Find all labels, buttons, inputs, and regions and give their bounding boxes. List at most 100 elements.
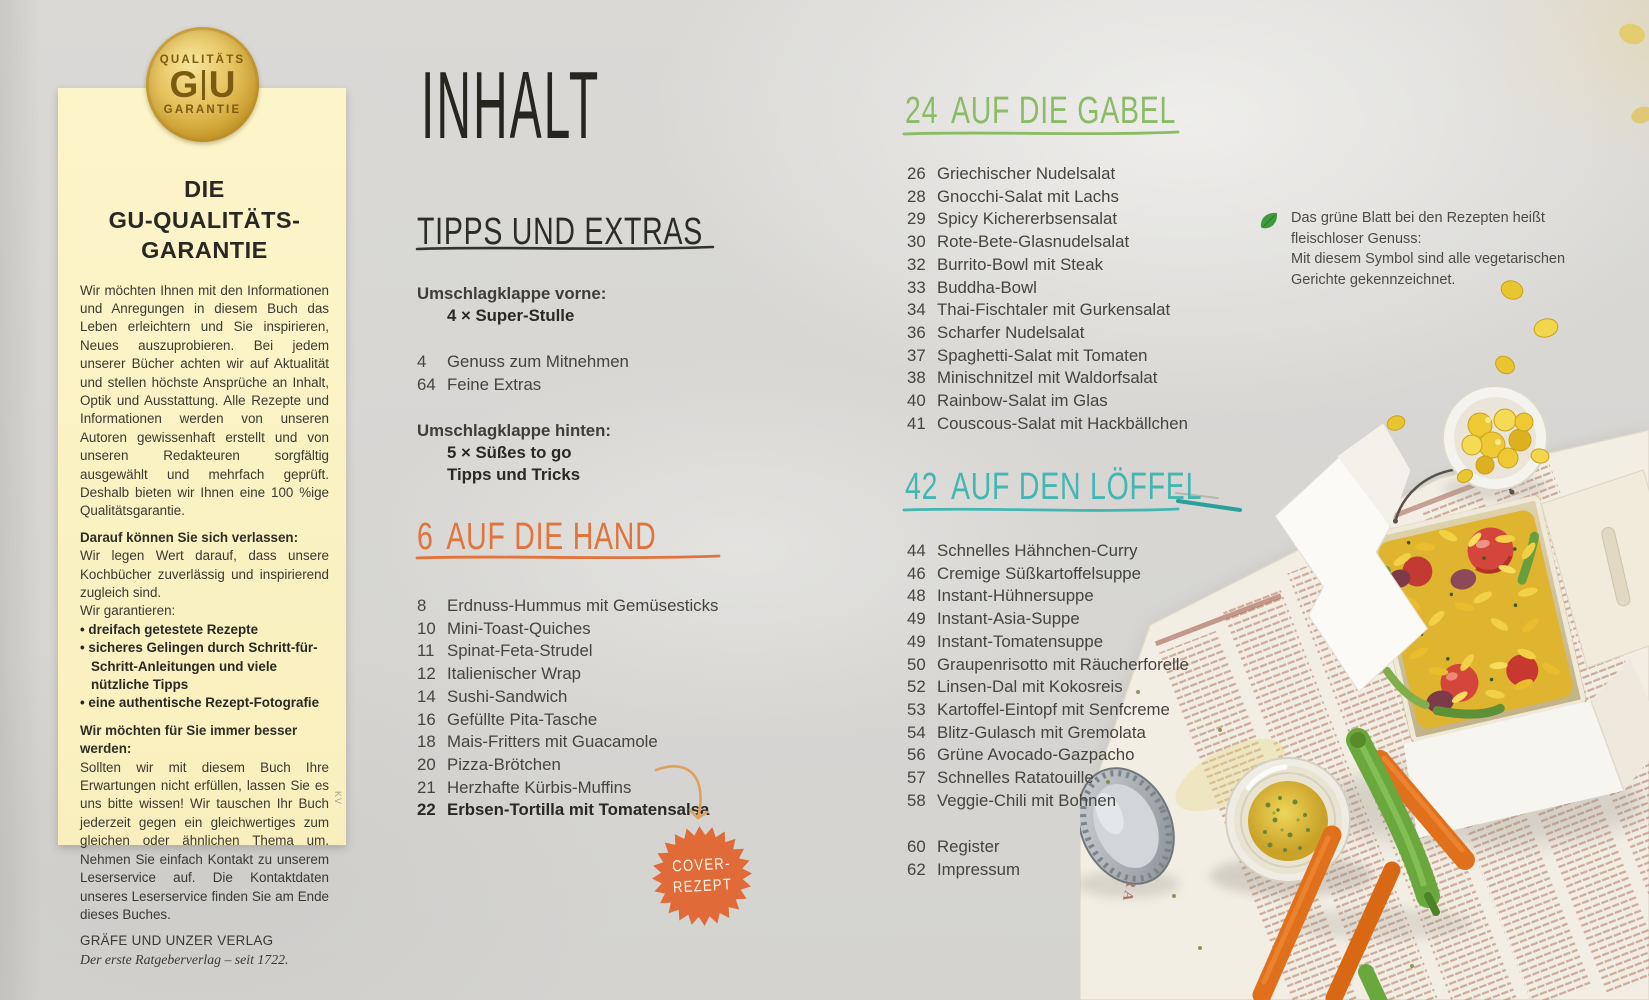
toc-entry-label: Erbsen-Tortilla mit Tomatensalsa bbox=[447, 800, 710, 820]
toc-entry-page: 49 bbox=[907, 631, 926, 651]
toc-entry-page: 29 bbox=[907, 209, 926, 229]
sugar-snap-pea bbox=[1346, 728, 1440, 1000]
toc-entry-page: 4 bbox=[417, 352, 427, 371]
toc-entry-label: Cremige Süßkartoffelsuppe bbox=[937, 563, 1141, 583]
cover-flap-front-group: Umschlagklappe vorne: 4 × Super-Stulle bbox=[417, 283, 727, 327]
toc-entry-page: 40 bbox=[907, 391, 926, 411]
toc-entry-page: 41 bbox=[907, 413, 926, 433]
toc-entry: 54 Blitz-Gulasch mit Gremolata bbox=[907, 722, 1207, 745]
toc-entry-label: Minischnitzel mit Waldorfsalat bbox=[937, 368, 1158, 388]
toc-entry: 10 Mini-Toast-Quiches bbox=[417, 618, 737, 641]
toc-entry-label: Gnocchi-Salat mit Lachs bbox=[937, 186, 1119, 206]
toc-entry-label: Feine Extras bbox=[447, 374, 542, 394]
better-body: Sollten wir mit diesem Buch Ihre Erwartu… bbox=[80, 759, 329, 922]
loeffel-underline bbox=[902, 507, 1180, 512]
toc-entry-page: 60 bbox=[907, 837, 926, 856]
toc-entry-page: 18 bbox=[417, 732, 436, 752]
guarantee-bullets: dreifach getestete Rezeptesicheres Gelin… bbox=[80, 621, 329, 713]
tips-entries: 4 Genuss zum Mitnehmen 64 Feine Extras bbox=[417, 351, 727, 396]
toc-entry-label: Schnelles Ratatouille bbox=[937, 768, 1094, 788]
toc-entry: 8 Erdnuss-Hummus mit Gemüsesticks bbox=[417, 595, 737, 618]
toc-entry: 60 Register bbox=[907, 836, 1207, 859]
toc-entry-label: Italienischer Wrap bbox=[447, 664, 581, 684]
toc-entry-page: 22 bbox=[417, 800, 436, 820]
toc-entry-page: 33 bbox=[907, 277, 926, 297]
toc-entry-label: Kartoffel-Eintopf mit Senfcreme bbox=[937, 699, 1170, 719]
toc-entry: 56 Grüne Avocado-Gazpacho bbox=[907, 744, 1207, 767]
section-heading-hand-label: AUF DIE HAND bbox=[446, 516, 657, 558]
section-heading-loeffel-label: AUF DEN LÖFFEL bbox=[950, 466, 1203, 508]
box-flap-right bbox=[1540, 469, 1649, 669]
page-title: INHALT bbox=[421, 52, 601, 159]
toc-entry-label: Graupenrisotto mit Räucherforelle bbox=[937, 654, 1189, 674]
gu-logo: G U bbox=[169, 63, 236, 105]
panel-title: DIE GU-QUALITÄTS- GARANTIE bbox=[80, 174, 329, 266]
cover-recipe-badge: COVER- REZEPT bbox=[647, 821, 756, 930]
cover-arrow-icon bbox=[654, 765, 709, 820]
cover-recipe-badge-text: COVER- REZEPT bbox=[657, 822, 748, 930]
hand-entries: 8 Erdnuss-Hummus mit Gemüsesticks 10 Min… bbox=[417, 595, 737, 822]
toc-entry-label: Schnelles Hähnchen-Curry bbox=[937, 541, 1138, 560]
toc-entry-label: Buddha-Bowl bbox=[937, 277, 1037, 297]
toc-entry: 53 Kartoffel-Eintopf mit Senfcreme bbox=[907, 699, 1207, 722]
toc-entry-page: 32 bbox=[907, 254, 926, 274]
toc-entry: 41 Couscous-Salat mit Hackbällchen bbox=[907, 413, 1207, 436]
tips-underline bbox=[415, 245, 715, 251]
toc-entry-page: 53 bbox=[907, 699, 926, 719]
toc-entry-label: Impressum bbox=[937, 859, 1020, 879]
section-heading-gabel-label: AUF DIE GABEL bbox=[950, 90, 1177, 132]
publisher-tagline: Der erste Ratgeberverlag – seit 1722. bbox=[80, 951, 289, 967]
loeffel-entries: 44 Schnelles Hähnchen-Curry 46 Cremige S… bbox=[907, 540, 1207, 812]
toc-entry-label: Spinat-Feta-Strudel bbox=[447, 641, 593, 661]
toc-entry-page: 46 bbox=[907, 563, 926, 583]
toc-entry-label: Thai-Fischtaler mit Gurkensalat bbox=[937, 300, 1171, 320]
box-front bbox=[1403, 700, 1624, 839]
toc-entry-label: Couscous-Salat mit Hackbällchen bbox=[937, 413, 1188, 433]
box-front-side bbox=[1590, 657, 1649, 791]
toc-entry-page: 62 bbox=[907, 859, 926, 879]
toc-entry-page: 14 bbox=[417, 686, 436, 706]
toc-entry-page: 30 bbox=[907, 232, 926, 252]
gu-quality-seal: QUALITÄTS G U GARANTIE bbox=[146, 27, 259, 142]
toc-entry-page: 54 bbox=[907, 722, 926, 742]
corner-mark: KV bbox=[333, 790, 343, 805]
toc-entry: 29 Spicy Kichererbsensalat bbox=[907, 208, 1207, 231]
veg-shadow bbox=[1288, 908, 1472, 940]
toc-entry-label: Erdnuss-Hummus mit Gemüsesticks bbox=[447, 596, 719, 615]
promise-heading: Darauf können Sie sich verlassen: bbox=[80, 529, 299, 545]
toc-entry: 64 Feine Extras bbox=[417, 374, 727, 397]
toc-entry: 38 Minischnitzel mit Waldorfsalat bbox=[907, 367, 1207, 390]
section-page-number: 6 bbox=[417, 516, 434, 558]
toc-entry-page: 48 bbox=[907, 586, 926, 606]
toc-entry-label: Linsen-Dal mit Kokosreis bbox=[937, 677, 1123, 697]
toc-entry-label: Instant-Asia-Suppe bbox=[937, 609, 1080, 629]
toc-entry: 57 Schnelles Ratatouille bbox=[907, 767, 1207, 790]
guarantee-bullet: sicheres Gelingen durch Schritt-für-Schr… bbox=[80, 639, 329, 694]
section-page-number: 24 bbox=[905, 90, 939, 132]
toc-entry-page: 8 bbox=[417, 596, 427, 615]
toc-entry-label: Rainbow-Salat im Glas bbox=[937, 391, 1108, 411]
toc-entry-label: Herzhafte Kürbis-Muffins bbox=[447, 777, 632, 797]
toc-entry: 30 Rote-Bete-Glasnudelsalat bbox=[907, 231, 1207, 254]
toc-entry: 21 Herzhafte Kürbis-Muffins bbox=[417, 777, 737, 800]
toc-entry: 46 Cremige Süßkartoffelsuppe bbox=[907, 563, 1207, 586]
gu-logo-u: U bbox=[208, 63, 236, 105]
gu-logo-g: G bbox=[169, 63, 199, 105]
toc-entry-page: 50 bbox=[907, 654, 926, 674]
toc-entry-page: 28 bbox=[907, 186, 926, 206]
toc-entry-label: Gefüllte Pita-Tasche bbox=[447, 709, 598, 729]
front-flap-item: 4 × Super-Stulle bbox=[447, 306, 575, 325]
toc-entry: 14 Sushi-Sandwich bbox=[417, 686, 737, 709]
gabel-entries: 26 Griechischer Nudelsalat 28 Gnocchi-Sa… bbox=[907, 163, 1207, 435]
toc-entry-label: Grüne Avocado-Gazpacho bbox=[937, 745, 1135, 765]
back-flap-item: Tipps und Tricks bbox=[447, 465, 581, 485]
toc-entry: 26 Griechischer Nudelsalat bbox=[907, 163, 1207, 186]
veggie-note-text: Das grüne Blatt bei den Rezepten heißt f… bbox=[1291, 210, 1566, 288]
section-heading-gabel: 24 AUF DIE GABEL bbox=[905, 92, 1176, 130]
toc-entry-label: Genuss zum Mitnehmen bbox=[447, 352, 629, 371]
cover-flap-back-group: Umschlagklappe hinten: 5 × Süßes to go Ti… bbox=[417, 420, 727, 486]
badge-line2: REZEPT bbox=[672, 876, 733, 897]
guarantee-bullet: eine authentische Rezept-Fotografie bbox=[80, 694, 329, 712]
toc-entry: 36 Scharfer Nudelsalat bbox=[907, 322, 1207, 345]
